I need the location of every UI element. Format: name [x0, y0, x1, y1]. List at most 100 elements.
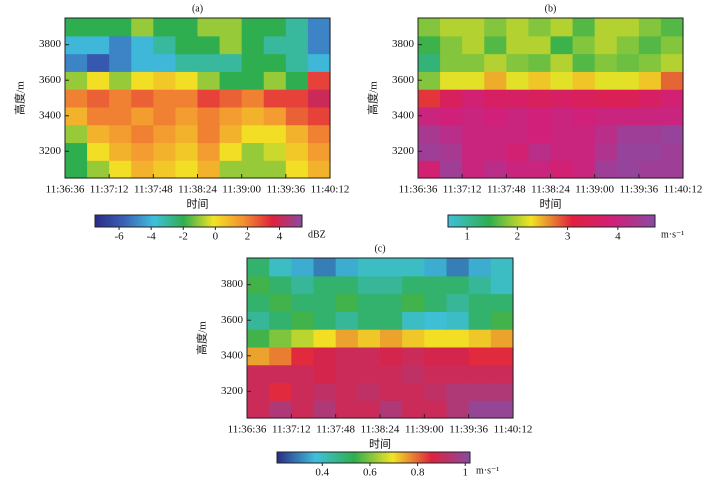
heat-cell	[616, 71, 640, 90]
heat-cell	[440, 53, 463, 72]
colorbar-tick-label: 2	[245, 231, 251, 243]
heat-cell	[269, 346, 292, 366]
heat-cell	[247, 364, 270, 384]
heat-cell	[241, 35, 265, 55]
heat-cell	[153, 89, 177, 108]
heat-cell	[660, 53, 684, 72]
heat-cell	[219, 71, 243, 90]
y-tick-label: 3600	[392, 74, 415, 86]
heat-cell	[197, 106, 221, 126]
heat-cell	[285, 124, 309, 144]
heat-cell	[131, 53, 154, 72]
panel-title: (b)	[545, 3, 557, 14]
heat-cell	[87, 124, 110, 144]
heat-cell	[528, 53, 552, 72]
x-tick-label: 11:39:00	[222, 184, 261, 196]
heat-cell	[153, 160, 177, 179]
heat-cell	[285, 89, 309, 108]
heat-cell	[175, 89, 199, 108]
heat-cell	[402, 364, 425, 384]
heat-cell	[616, 18, 640, 37]
heat-cell	[87, 89, 110, 108]
heat-cell	[335, 329, 359, 348]
heat-cell	[335, 346, 359, 366]
heat-cell	[285, 106, 309, 126]
heat-cell	[197, 142, 221, 161]
heat-cell	[462, 18, 485, 37]
heat-cell	[241, 18, 265, 37]
heat-cell	[506, 35, 530, 55]
heat-cell	[109, 89, 132, 108]
heat-cell	[424, 275, 448, 295]
heat-cell	[175, 18, 199, 37]
heat-cell	[153, 35, 177, 55]
heat-cell	[528, 89, 552, 108]
x-tick-label: 11:37:12	[272, 424, 311, 436]
heat-cell	[241, 71, 265, 90]
heat-cell	[241, 124, 265, 144]
heat-cell	[87, 106, 110, 126]
heat-cell	[197, 89, 221, 108]
heat-cell	[87, 35, 110, 55]
heat-cell	[550, 160, 574, 179]
heat-cell	[446, 275, 470, 295]
heat-cell	[241, 53, 265, 72]
colorbar-tick-label: 1	[462, 467, 468, 479]
heat-cell	[446, 382, 470, 401]
heat-cell	[424, 382, 448, 401]
x-tick-label: 11:38:24	[178, 184, 217, 196]
y-axis-label: 高度/m	[195, 321, 209, 355]
heat-cell	[572, 71, 596, 90]
heat-cell	[484, 71, 507, 90]
heat-cell	[291, 293, 315, 312]
colorbar	[94, 214, 303, 228]
heat-cell	[506, 89, 530, 108]
heat-cell	[550, 53, 574, 72]
heat-cell	[462, 89, 485, 108]
heat-cell	[528, 18, 552, 37]
colorbar-tick-label: 0.4	[315, 467, 329, 479]
heat-cell	[638, 160, 662, 179]
heat-cell	[572, 35, 596, 55]
heat-cell	[313, 293, 337, 312]
heat-cell	[307, 53, 331, 72]
heat-cell	[550, 18, 574, 37]
heat-cell	[402, 293, 425, 312]
heat-cell	[528, 106, 552, 126]
heat-cell	[462, 35, 485, 55]
heat-cell	[462, 106, 485, 126]
heat-cell	[660, 18, 684, 37]
heat-cell	[65, 53, 88, 72]
heat-cell	[357, 275, 381, 295]
heat-cell	[550, 142, 574, 161]
heat-cell	[638, 35, 662, 55]
heat-cell	[109, 35, 132, 55]
heat-cell	[269, 329, 292, 348]
x-tick-label: 11:37:48	[134, 184, 173, 196]
heat-cell	[285, 35, 309, 55]
heat-cell	[572, 89, 596, 108]
heat-cell	[307, 106, 331, 126]
heat-cell	[468, 400, 492, 419]
heat-cell	[424, 400, 448, 419]
heat-cell	[490, 329, 514, 348]
heat-cell	[313, 364, 337, 384]
heat-cell	[153, 142, 177, 161]
heat-cell	[263, 142, 287, 161]
heat-cell	[638, 142, 662, 161]
heat-cell	[418, 18, 441, 37]
heat-cell	[418, 160, 441, 179]
heat-cell	[87, 142, 110, 161]
y-tick-label: 3200	[392, 145, 415, 157]
heat-cell	[263, 106, 287, 126]
heat-cell	[402, 346, 425, 366]
heat-cell	[638, 89, 662, 108]
y-tick-label: 3800	[39, 38, 62, 50]
heat-cell	[418, 35, 441, 55]
heat-cell	[285, 71, 309, 90]
x-tick-label: 11:40:12	[664, 184, 703, 196]
colorbar-tick-label: 0.8	[411, 467, 425, 479]
heat-cell	[616, 53, 640, 72]
heat-cell	[638, 106, 662, 126]
heat-cell	[380, 258, 403, 277]
